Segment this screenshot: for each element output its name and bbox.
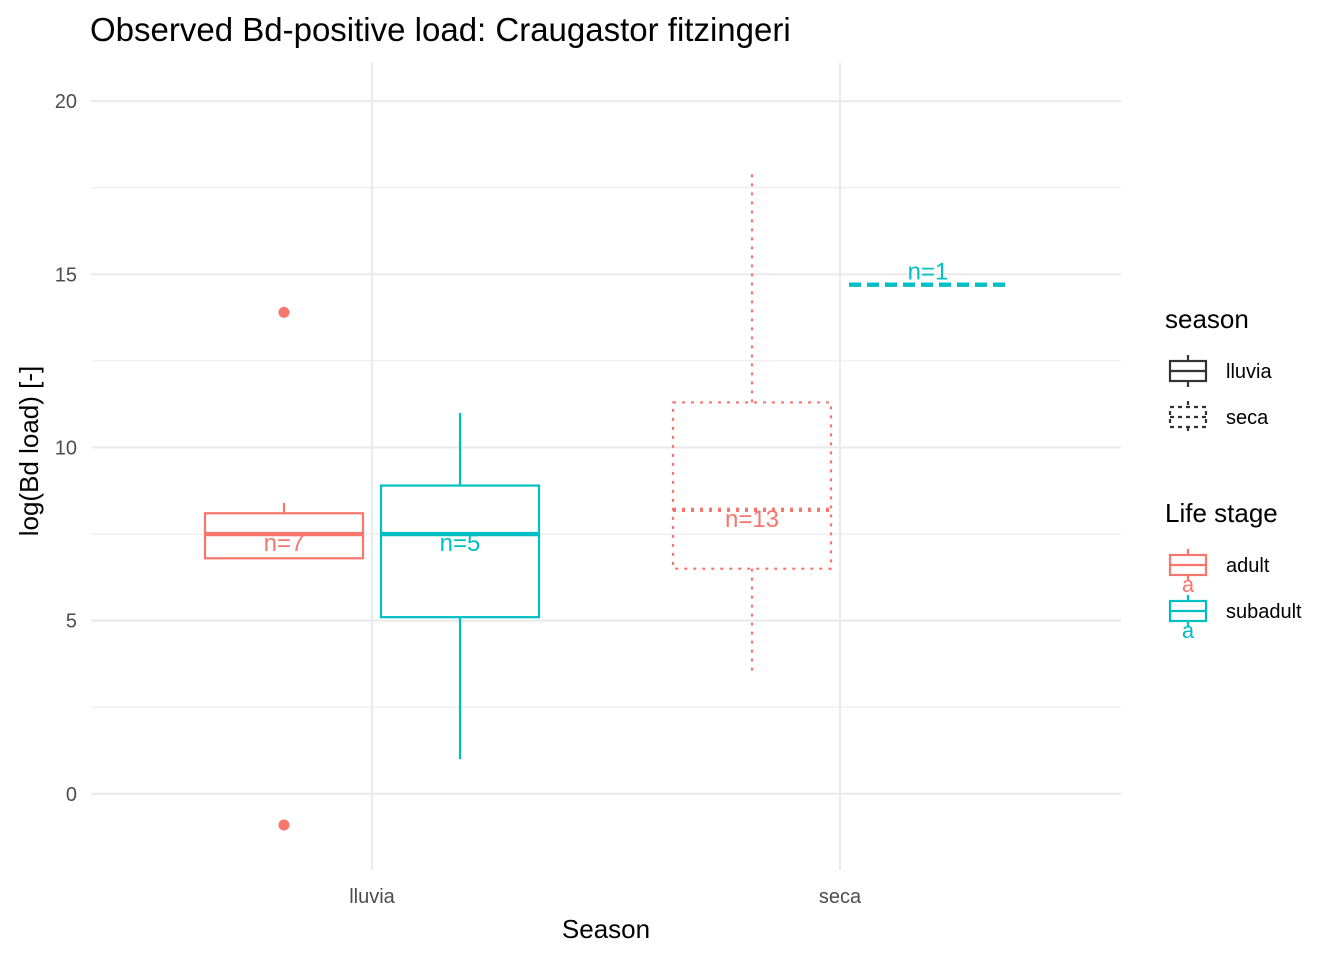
boxes (203, 173, 1007, 831)
legend-stage-label: subadult (1226, 601, 1302, 623)
legend-season-label: lluvia (1226, 361, 1272, 383)
x-tick-label: seca (819, 886, 862, 908)
grid-lines (91, 63, 1121, 870)
y-axis-title: log(Bd load) [-] (14, 366, 44, 537)
chart-title: Observed Bd-positive load: Craugastor fi… (90, 11, 791, 48)
box-body (671, 401, 833, 570)
y-tick-label: 10 (55, 437, 77, 459)
legend-stage-label: adult (1226, 555, 1270, 577)
legend-season-label: seca (1226, 407, 1269, 429)
legend-key-glyph: a (1182, 572, 1195, 597)
y-tick-label: 5 (66, 611, 77, 633)
x-axis-title: Season (562, 914, 650, 944)
box-body (379, 484, 541, 619)
legend-stage-title: Life stage (1165, 498, 1278, 528)
legend-key-glyph: a (1182, 618, 1195, 643)
count-label: n=1 (908, 259, 949, 286)
legend-key-adult: a (1168, 549, 1208, 597)
legend: season lluvia seca Life stage adult suba… (1165, 304, 1302, 643)
box-lluvia-subadult (379, 412, 541, 760)
x-tick-labels: lluvia seca (349, 886, 862, 908)
legend-key-seca (1168, 401, 1208, 433)
count-label: n=7 (264, 530, 305, 557)
legend-season-title: season (1165, 304, 1249, 334)
box-lluvia-adult (203, 306, 365, 831)
count-label: n=13 (725, 506, 779, 533)
legend-key-subadult: a (1168, 595, 1208, 643)
box-seca-adult (671, 173, 833, 677)
count-label: n=5 (440, 530, 481, 557)
legend-key-lluvia (1168, 355, 1208, 387)
count-labels: n=7 n=5 n=13 n=1 (264, 259, 949, 557)
outlier-point (278, 819, 290, 831)
outlier-point (278, 306, 290, 318)
y-tick-label: 0 (66, 784, 77, 806)
y-tick-label: 20 (55, 91, 77, 113)
y-tick-label: 15 (55, 264, 77, 286)
y-tick-labels: 0 5 10 15 20 (55, 91, 77, 806)
x-tick-label: lluvia (349, 886, 395, 908)
